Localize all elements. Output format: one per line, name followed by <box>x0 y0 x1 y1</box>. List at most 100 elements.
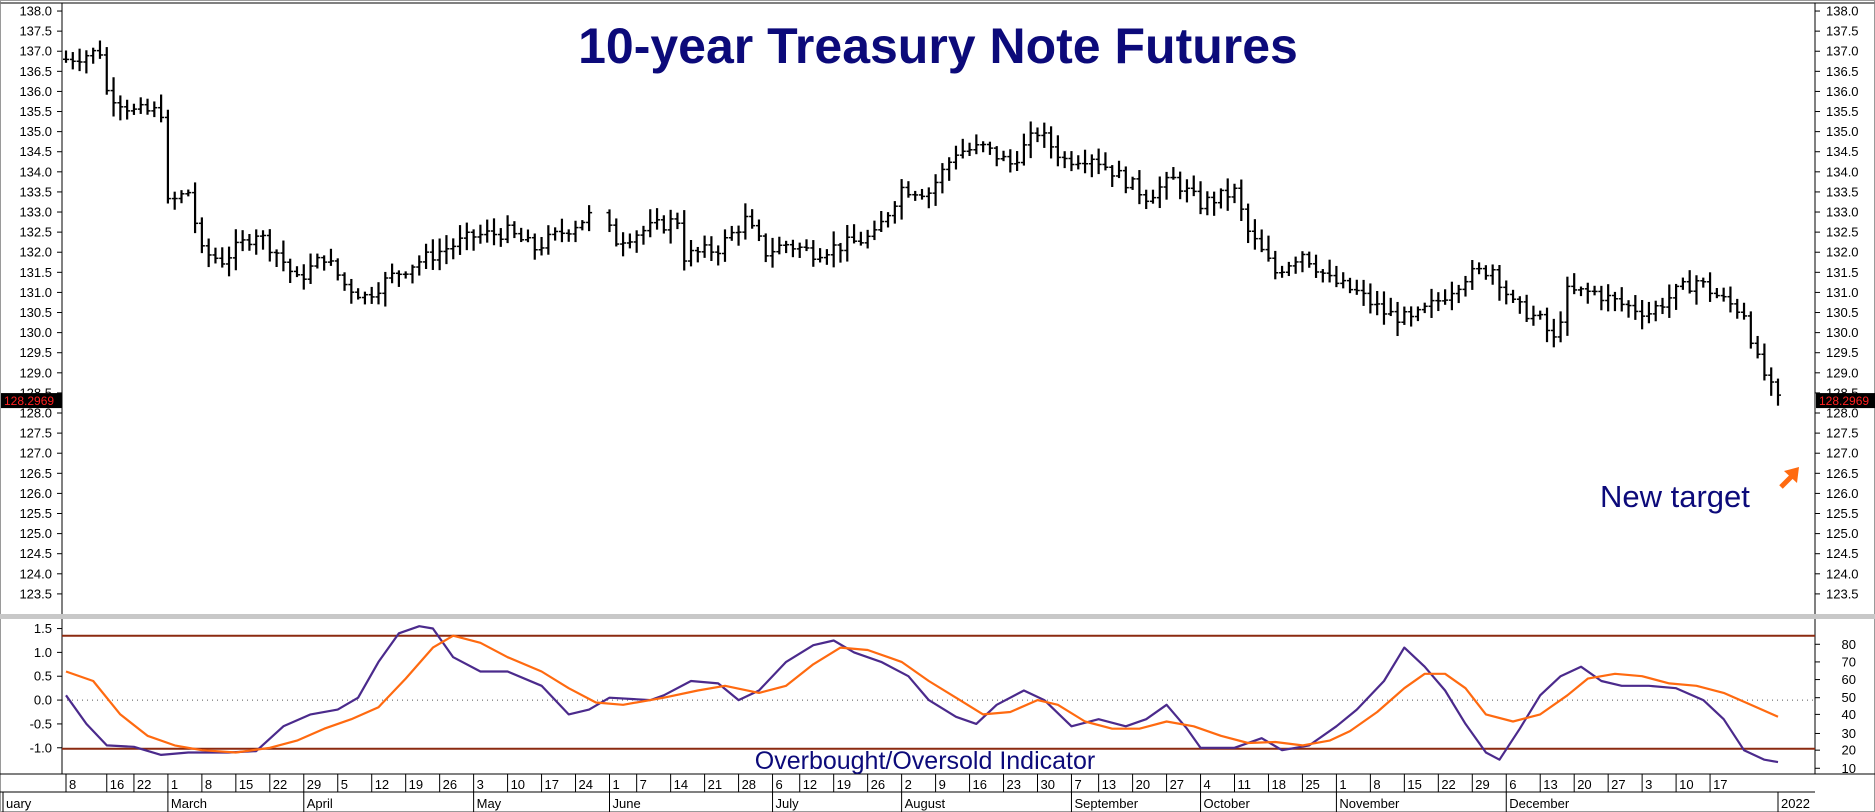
ohlc-bar <box>1088 154 1095 178</box>
ohlc-bar <box>1693 275 1700 305</box>
ohlc-bar <box>1224 178 1231 211</box>
ohlc-bar <box>803 239 810 252</box>
ohlc-bar <box>1482 265 1489 280</box>
price-right-tick-label: 125.5 <box>1826 506 1859 521</box>
price-right-tick-label: 130.0 <box>1826 325 1859 340</box>
ohlc-bar <box>1591 285 1598 296</box>
ohlc-bar <box>1265 235 1272 262</box>
ohlc-bar <box>1401 306 1408 325</box>
price-right-tick-label: 130.5 <box>1826 305 1859 320</box>
ohlc-bar <box>1007 149 1014 173</box>
date-tick-label: 7 <box>1074 777 1081 792</box>
ohlc-bar <box>158 94 165 123</box>
ohlc-bar <box>1156 176 1163 209</box>
ohlc-bar <box>1034 127 1041 143</box>
ohlc-bar <box>1217 188 1224 209</box>
price-left-tick-label: 138.0 <box>19 4 52 19</box>
ohlc-bar <box>226 246 233 277</box>
ohlc-bar <box>749 209 756 229</box>
ohlc-bar <box>1204 191 1211 216</box>
ohlc-bar <box>1245 203 1252 244</box>
ohlc-bar <box>694 246 701 263</box>
month-label: September <box>1074 796 1138 811</box>
price-left-tick-label: 125.5 <box>19 506 52 521</box>
ohlc-bar <box>198 217 205 254</box>
ohlc-bar <box>1279 265 1286 278</box>
ohlc-bar <box>293 266 300 278</box>
ohlc-bar <box>1414 306 1421 322</box>
date-tick-label: 29 <box>307 777 321 792</box>
date-tick-label: 1 <box>1339 777 1346 792</box>
ohlc-bar <box>63 50 69 63</box>
ohlc-bar <box>327 248 334 266</box>
ohlc-bar <box>626 233 633 249</box>
ohlc-bar <box>1734 298 1741 319</box>
ohlc-bar <box>667 209 674 244</box>
ohlc-bar <box>524 229 531 243</box>
ohlc-bar <box>823 249 830 265</box>
date-tick-label: 19 <box>837 777 851 792</box>
ohlc-bar <box>1707 272 1714 302</box>
ohlc-bar <box>232 229 239 271</box>
date-tick-label: 1 <box>612 777 619 792</box>
date-tick-label: 24 <box>579 777 593 792</box>
ohlc-bar <box>504 215 511 244</box>
price-left-tick-label: 135.5 <box>19 104 52 119</box>
ohlc-bar <box>423 243 430 270</box>
oscillator-line <box>65 625 1779 764</box>
price-left-tick-label: 126.0 <box>19 486 52 501</box>
price-right-tick-label: 124.5 <box>1826 546 1859 561</box>
new-target-arrow-head <box>1784 467 1799 483</box>
ohlc-bar <box>144 98 151 115</box>
ohlc-bar <box>178 190 185 204</box>
indicator-series <box>65 625 1779 764</box>
ohlc-bar <box>613 218 620 247</box>
ohlc-bar <box>1510 289 1517 303</box>
ohlc-bar <box>783 240 790 254</box>
ohlc-bar <box>1299 251 1306 273</box>
chart-title: 10-year Treasury Note Futures <box>578 18 1298 74</box>
ohlc-bar <box>837 242 844 263</box>
date-tick-label: 27 <box>1170 777 1184 792</box>
ohlc-bar <box>891 201 898 224</box>
indicator-left-tick-label: -1.0 <box>30 740 52 755</box>
price-left-tick-label: 130.0 <box>19 325 52 340</box>
ohlc-bar <box>1061 151 1068 169</box>
ohlc-bar <box>986 141 993 155</box>
ohlc-bar <box>205 238 212 268</box>
ohlc-bar <box>1632 295 1639 320</box>
ohlc-bar <box>959 138 966 159</box>
date-tick-label: 4 <box>1204 777 1211 792</box>
new-target-arrow-icon <box>1779 467 1799 489</box>
indicator-right-tick-label: 10 <box>1842 761 1856 776</box>
date-tick-label: 11 <box>1238 777 1252 792</box>
ohlc-bar <box>382 271 389 307</box>
ohlc-bar <box>1251 219 1258 250</box>
date-tick-label: 3 <box>477 777 484 792</box>
ohlc-bar <box>946 157 953 181</box>
ohlc-bar <box>470 229 477 251</box>
price-left-tick-label: 131.5 <box>19 265 52 280</box>
ohlc-bar <box>796 242 803 258</box>
ohlc-bar <box>762 233 769 263</box>
price-right-tick-label: 132.5 <box>1826 225 1859 240</box>
ohlc-bar <box>558 218 565 243</box>
ohlc-bar <box>1319 269 1326 283</box>
ohlc-bar <box>1048 126 1055 159</box>
ohlc-bar <box>606 209 613 233</box>
ohlc-bar <box>368 286 375 304</box>
ohlc-bar <box>1380 291 1387 325</box>
ohlc-bar <box>919 188 925 200</box>
last-value-left-label: 128.2969 <box>4 394 54 408</box>
ohlc-bar <box>1020 133 1027 166</box>
date-tick-label: 23 <box>1007 777 1021 792</box>
ohlc-bar <box>83 50 90 74</box>
month-label: April <box>307 796 333 811</box>
month-label: July <box>776 796 800 811</box>
ohlc-bar <box>776 236 783 255</box>
date-tick-label: 26 <box>443 777 457 792</box>
month-label: 2022 <box>1781 796 1810 811</box>
ohlc-bar <box>443 235 450 265</box>
date-tick-label: 7 <box>640 777 647 792</box>
ohlc-bar <box>586 205 593 232</box>
